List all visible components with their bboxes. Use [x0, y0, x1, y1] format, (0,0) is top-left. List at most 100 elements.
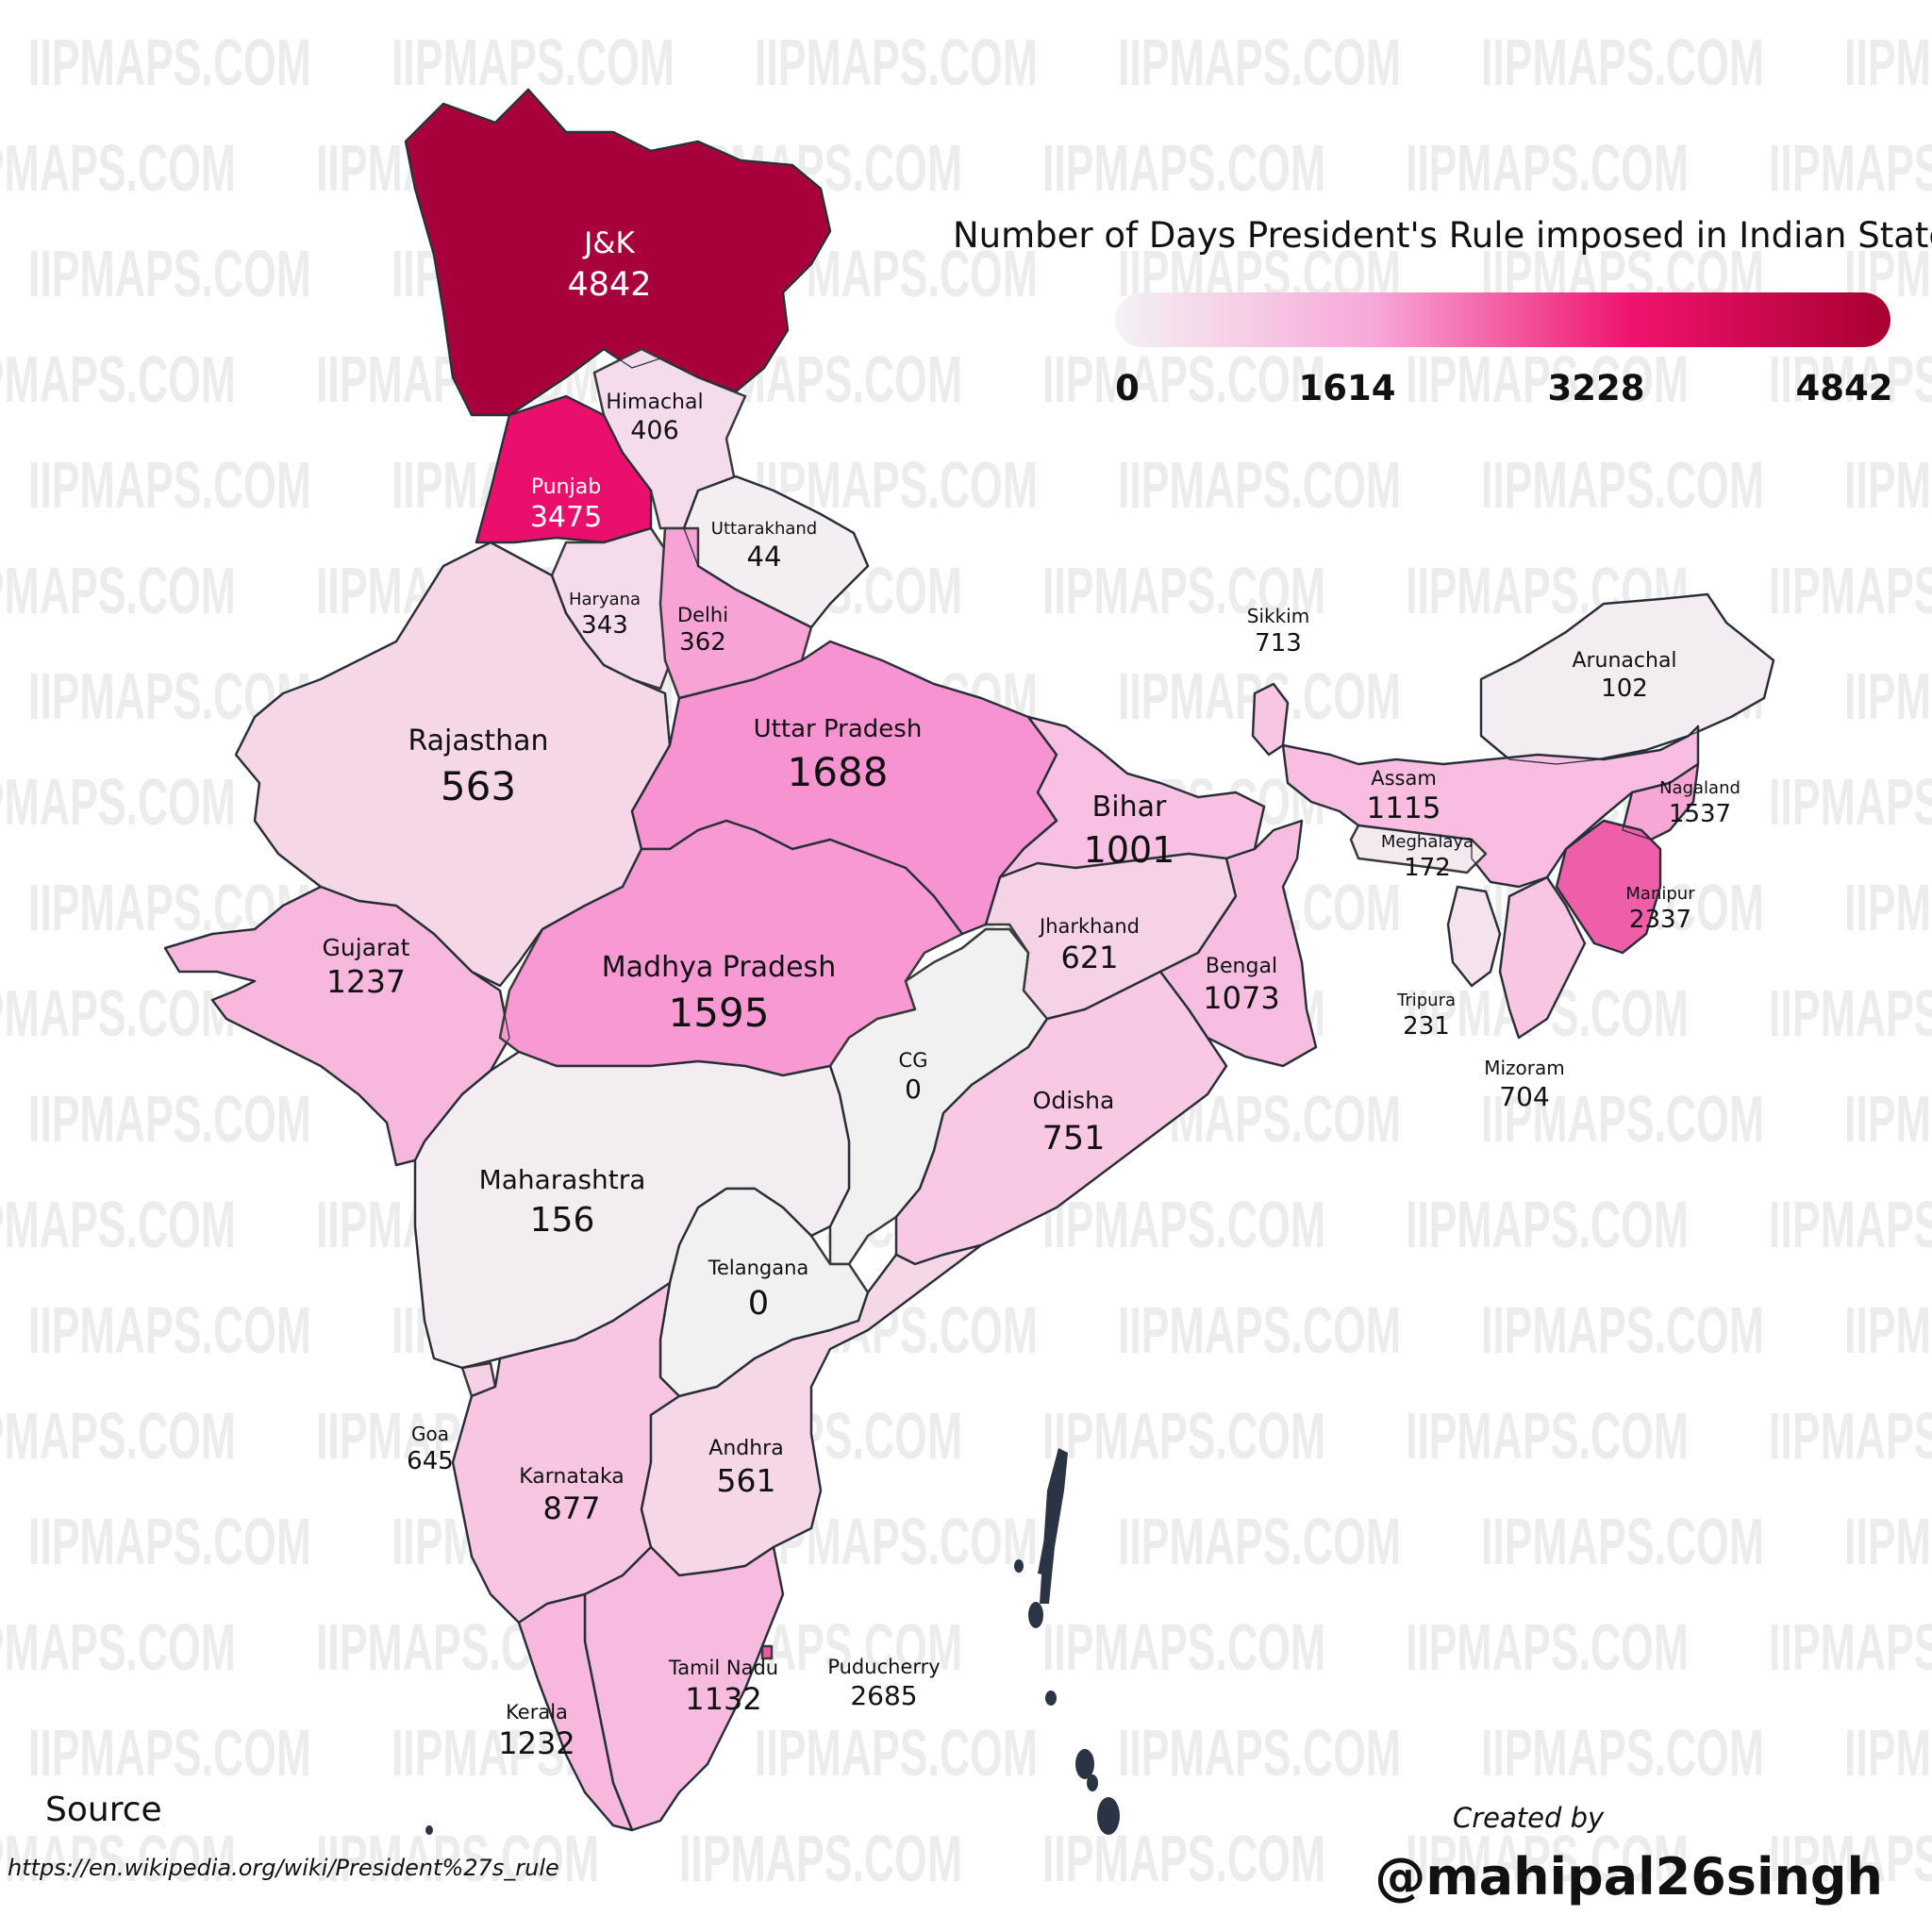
state-name: Assam	[1371, 767, 1437, 790]
state-value: 704	[1499, 1081, 1550, 1112]
state-value: 1115	[1366, 791, 1441, 825]
credit-label: Created by	[1453, 1802, 1605, 1834]
state-name: Puducherry	[827, 1656, 941, 1678]
label-bihar: Bihar 1001	[1084, 791, 1175, 871]
state-value: 172	[1404, 854, 1451, 882]
state-name: Uttar Pradesh	[753, 715, 923, 743]
label-nagaland: Nagaland 1537	[1659, 778, 1740, 828]
state-name: Telangana	[708, 1257, 809, 1279]
label-himachal: Himachal 406	[606, 391, 703, 445]
state-value: 877	[542, 1491, 601, 1526]
state-name: Meghalaya	[1380, 832, 1474, 852]
label-cg: CG 0	[899, 1049, 928, 1105]
state-value: 0	[905, 1074, 922, 1105]
label-jharkhand: Jharkhand 621	[1040, 915, 1140, 975]
state-value: 2337	[1628, 906, 1692, 934]
label-maharashtra: Maharashtra 156	[479, 1164, 646, 1240]
state-value: 645	[407, 1447, 454, 1475]
region-sikkim	[1251, 682, 1290, 757]
label-uttar-pradesh: Uttar Pradesh 1688	[754, 715, 923, 795]
state-name: Tamil Nadu	[668, 1657, 779, 1679]
region-tripura	[1446, 885, 1502, 988]
state-name: Punjab	[530, 475, 602, 499]
label-karnataka: Karnataka 877	[519, 1465, 625, 1526]
state-name: Mizoram	[1484, 1057, 1565, 1079]
state-value: 0	[747, 1285, 770, 1323]
state-name: Jharkhand	[1040, 915, 1140, 938]
state-value: 751	[1041, 1120, 1106, 1158]
state-name: Haryana	[568, 590, 641, 609]
label-telangana: Telangana 0	[708, 1257, 809, 1323]
credit-handle[interactable]: @mahipal26singh	[1374, 1847, 1883, 1907]
label-tripura: Tripura 231	[1397, 991, 1456, 1041]
label-goa: Goa 645	[407, 1423, 454, 1475]
label-andhra: Andhra 561	[708, 1437, 783, 1499]
state-name: Gujarat	[322, 934, 410, 961]
label-gujarat: Gujarat 1237	[323, 934, 410, 1000]
state-value: 3475	[529, 501, 603, 534]
region-puducherry	[760, 1644, 774, 1660]
map-title: Number of Days President's Rule imposed …	[953, 215, 1932, 256]
state-name: Karnataka	[519, 1465, 625, 1489]
state-value: 1595	[668, 990, 770, 1036]
national-border	[164, 89, 1774, 1831]
label-haryana: Haryana 343	[569, 590, 641, 640]
label-manipur: Manipur 2337	[1625, 884, 1694, 934]
label-uttarakhand: Uttarakhand 44	[711, 519, 817, 573]
label-punjab: Punjab 3475	[530, 475, 602, 534]
state-value: 102	[1601, 675, 1648, 703]
state-value: 561	[716, 1462, 776, 1499]
state-value: 1132	[685, 1681, 762, 1717]
state-value: 362	[679, 628, 726, 657]
state-name: Uttarakhand	[710, 519, 818, 539]
state-name: Bengal	[1205, 955, 1278, 978]
state-value: 1001	[1083, 829, 1175, 871]
state-value: 156	[529, 1201, 595, 1240]
state-value: 1688	[787, 749, 889, 795]
label-jandk: J&K 4842	[567, 226, 651, 304]
state-name: J&K	[584, 226, 635, 260]
label-madhya-pradesh: Madhya Pradesh 1595	[602, 951, 836, 1036]
source-heading: Source	[45, 1790, 162, 1829]
state-name: Nagaland	[1659, 778, 1740, 798]
legend-tick-high: 3228	[1547, 368, 1645, 408]
state-name: Bihar	[1091, 791, 1167, 824]
state-value: 1073	[1203, 980, 1280, 1016]
state-name: Arunachal	[1572, 649, 1677, 673]
label-arunachal: Arunachal 102	[1572, 649, 1676, 703]
state-value: 563	[440, 763, 517, 809]
legend-color-bar	[1115, 292, 1890, 347]
label-sikkim: Sikkim 713	[1247, 605, 1309, 658]
state-name: Sikkim	[1246, 605, 1310, 627]
legend-tick-max: 4842	[1795, 368, 1893, 408]
label-tamil-nadu: Tamil Nadu 1132	[669, 1657, 778, 1717]
label-bengal: Bengal 1073	[1203, 955, 1279, 1016]
state-name: CG	[898, 1049, 928, 1072]
state-value: 1237	[326, 963, 406, 1000]
state-name: Kerala	[506, 1701, 568, 1724]
label-rajasthan: Rajasthan 563	[408, 724, 548, 809]
state-value: 231	[1403, 1012, 1450, 1041]
state-name: Manipur	[1625, 884, 1695, 904]
label-kerala: Kerala 1232	[498, 1701, 575, 1761]
state-name: Rajasthan	[408, 724, 549, 758]
state-name: Madhya Pradesh	[601, 951, 837, 984]
state-value: 2685	[850, 1680, 918, 1711]
state-value: 621	[1060, 940, 1119, 975]
state-value: 44	[746, 541, 782, 573]
state-value: 406	[630, 416, 679, 445]
state-value: 713	[1255, 629, 1302, 658]
state-name: Delhi	[676, 604, 729, 626]
state-value: 1537	[1668, 800, 1732, 828]
state-name: Maharashtra	[478, 1164, 646, 1195]
andaman-islands	[1014, 1448, 1120, 1835]
label-assam: Assam 1115	[1367, 767, 1441, 825]
state-value: 343	[581, 611, 628, 640]
sri-lanka-dot	[425, 1825, 433, 1835]
state-value: 1232	[498, 1725, 575, 1761]
state-value: 4842	[567, 266, 652, 304]
state-name: Goa	[410, 1423, 449, 1445]
source-link[interactable]: https://en.wikipedia.org/wiki/President%…	[8, 1855, 559, 1881]
label-delhi: Delhi 362	[677, 604, 728, 657]
